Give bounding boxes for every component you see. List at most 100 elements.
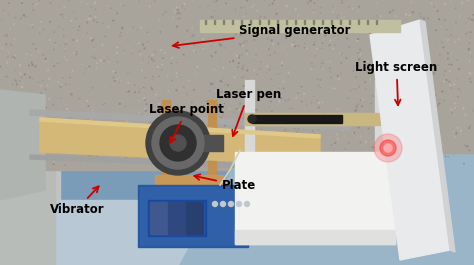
Point [90,47,98,51]
Point [195,160,203,165]
Point [441,61,449,65]
Point [356,19,364,23]
Point [89,123,96,128]
Point [40,89,48,94]
Bar [200,20,400,32]
Bar [250,20,251,24]
Point [367,46,374,50]
Point [23,52,31,56]
Point [24,70,32,74]
Point [149,53,156,57]
Point [116,40,124,45]
Point [334,13,342,17]
Point [384,115,392,119]
Point [355,162,362,167]
Point [59,76,66,80]
Point [408,19,415,23]
Point [259,76,266,80]
Point [92,23,100,27]
Point [155,143,163,148]
Point [386,138,393,142]
Point [214,64,221,68]
Point [9,130,16,134]
Point [55,127,63,131]
Point [149,86,157,90]
Point [443,129,450,133]
Point [369,135,377,140]
Point [109,76,117,80]
Point [217,24,224,28]
Point [178,59,186,63]
Point [61,150,69,154]
Point [367,140,375,144]
Point [374,108,382,112]
Point [113,77,121,81]
Point [447,0,454,4]
Point [436,101,443,106]
Point [12,103,19,107]
Point [83,135,91,139]
Point [66,115,73,119]
Point [272,14,279,18]
Point [236,102,244,106]
Point [423,96,431,100]
Point [219,138,226,143]
Point [117,2,124,7]
Point [405,61,413,65]
Point [2,33,10,37]
Point [174,57,182,61]
Point [151,124,159,129]
Point [179,87,187,91]
Point [90,101,97,106]
Point [375,101,383,105]
Point [366,77,374,82]
Point [232,33,239,37]
Point [355,51,362,55]
Point [136,110,143,114]
Point [269,1,276,6]
Point [144,124,151,128]
Point [384,110,392,114]
Point [294,21,302,26]
Point [120,4,128,8]
Point [308,142,315,146]
Point [257,137,264,142]
Point [334,107,342,111]
Point [282,153,290,157]
Point [39,79,46,83]
Point [60,28,67,32]
Point [83,46,91,50]
Point [440,37,447,41]
Point [317,10,324,15]
Point [177,136,184,140]
Point [186,118,194,122]
Point [423,50,430,54]
Point [301,41,309,46]
Point [157,48,165,52]
Point [32,128,40,132]
Point [172,84,180,88]
Point [444,27,451,32]
Point [452,113,459,117]
Point [50,103,57,107]
Point [12,31,20,35]
Point [87,14,94,18]
Point [255,16,263,20]
Point [310,64,318,68]
Point [166,135,173,139]
Point [32,47,40,51]
Point [470,13,474,17]
Point [197,130,205,134]
Point [331,162,338,166]
Point [349,16,356,20]
Point [289,43,296,47]
Point [118,125,126,129]
Point [315,127,322,131]
Point [0,46,6,50]
Point [243,52,251,56]
Point [190,49,198,53]
Point [383,152,391,156]
Point [310,10,317,15]
Point [401,64,408,68]
Point [193,26,201,30]
